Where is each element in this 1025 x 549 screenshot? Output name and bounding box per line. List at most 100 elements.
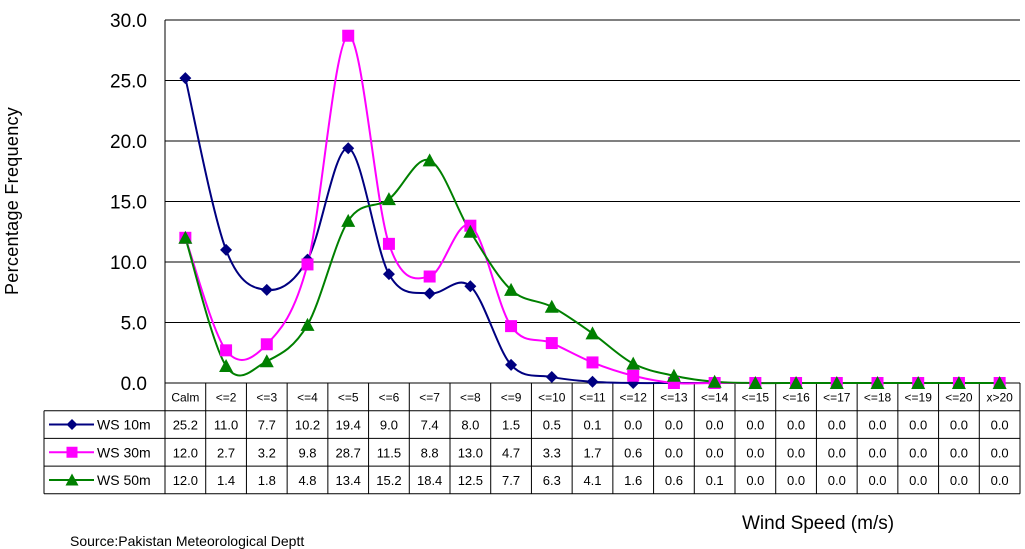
table-value: 7.4 [421, 418, 439, 433]
table-value: 1.8 [258, 473, 276, 488]
table-value: 1.4 [217, 473, 235, 488]
x-category-label: <=5 [338, 390, 359, 404]
x-category-label: Calm [171, 390, 199, 404]
x-category-label: <=4 [297, 390, 318, 404]
data-point [748, 376, 763, 389]
y-tick-label: 0.0 [121, 374, 147, 395]
table-value: 0.0 [828, 473, 846, 488]
x-category-label: <=9 [501, 390, 522, 404]
table-value: 0.6 [665, 473, 683, 488]
data-point [179, 72, 192, 85]
table-value: 4.7 [502, 445, 520, 460]
data-point [220, 344, 233, 357]
y-tick-label: 10.0 [110, 253, 147, 274]
data-point [301, 258, 314, 271]
x-axis-label: Wind Speed (m/s) [742, 513, 895, 534]
x-category-label: <=12 [620, 390, 648, 404]
legend-label: WS 30m [97, 444, 151, 460]
table-value: 0.0 [950, 445, 968, 460]
data-point [464, 280, 477, 293]
data-point [505, 320, 518, 333]
y-tick-label: 25.0 [110, 72, 147, 93]
data-point [951, 376, 966, 389]
x-category-label: <=11 [579, 390, 606, 404]
table-value: 0.0 [665, 445, 683, 460]
table-value: 0.0 [991, 473, 1009, 488]
x-category-label: <=14 [701, 390, 729, 404]
y-tick-label: 30.0 [110, 11, 147, 32]
table-value: 0.0 [991, 445, 1009, 460]
table-value: 0.0 [909, 445, 927, 460]
data-point [627, 369, 640, 382]
legend-key-marker [66, 419, 78, 431]
data-point [545, 337, 558, 350]
x-category-label: <=15 [742, 390, 770, 404]
data-point [220, 243, 233, 256]
table-value: 0.0 [868, 445, 886, 460]
data-point [423, 287, 436, 300]
table-value: 0.0 [909, 473, 927, 488]
table-value: 4.1 [583, 473, 601, 488]
table-value: 25.2 [173, 418, 198, 433]
table-value: 11.5 [377, 445, 401, 460]
data-point [259, 354, 274, 368]
table-value: 12.0 [173, 445, 198, 460]
table-value: 0.0 [706, 418, 724, 433]
data-point [870, 376, 885, 389]
data-point [423, 270, 436, 283]
table-value: 0.0 [746, 418, 764, 433]
table-value: 0.0 [991, 418, 1009, 433]
x-category-label: <=16 [782, 390, 810, 404]
table-value: 18.4 [417, 473, 442, 488]
table-value: 11.0 [214, 418, 238, 433]
legend-label: WS 10m [97, 417, 151, 433]
table-value: 6.3 [543, 473, 561, 488]
data-point [341, 213, 356, 227]
data-point [707, 374, 722, 388]
data-point [789, 376, 804, 389]
table-value: 12.0 [173, 473, 198, 488]
data-point [382, 237, 395, 250]
x-category-label: <=20 [945, 390, 973, 404]
table-value: 0.1 [706, 473, 724, 488]
data-point [300, 317, 315, 331]
legend-key-marker [66, 446, 78, 458]
table-value: 19.4 [336, 418, 361, 433]
x-category-label: <=10 [538, 390, 566, 404]
y-tick-label: 20.0 [110, 132, 147, 153]
table-value: 8.8 [421, 445, 439, 460]
x-category-label: <=6 [379, 390, 400, 404]
x-category-label: <=2 [216, 390, 237, 404]
table-value: 28.7 [336, 445, 361, 460]
x-category-label: <=18 [864, 390, 892, 404]
table-value: 3.3 [543, 445, 561, 460]
data-point [342, 29, 355, 42]
data-point [382, 268, 395, 281]
table-value: 13.0 [458, 445, 483, 460]
table-value: 0.0 [787, 473, 805, 488]
data-point [586, 375, 599, 388]
table-value: 0.0 [909, 418, 927, 433]
legend-key-marker [65, 473, 79, 486]
table-value: 1.7 [583, 445, 601, 460]
table-value: 0.0 [868, 418, 886, 433]
table-value: 0.0 [665, 418, 683, 433]
table-value: 13.4 [336, 473, 361, 488]
table-value: 8.0 [461, 418, 479, 433]
x-category-label: <=17 [823, 390, 851, 404]
table-value: 1.6 [624, 473, 642, 488]
data-point [911, 376, 926, 389]
data-point [586, 356, 599, 369]
y-tick-label: 5.0 [121, 314, 147, 335]
table-value: 12.5 [458, 473, 483, 488]
data-point [992, 376, 1007, 389]
table-value: 0.0 [828, 445, 846, 460]
x-category-label: <=3 [256, 390, 277, 404]
data-point [178, 230, 193, 244]
data-point [626, 356, 641, 370]
table-value: 4.8 [298, 473, 316, 488]
data-point [260, 283, 273, 296]
table-value: 0.0 [828, 418, 846, 433]
data-point [422, 153, 437, 167]
